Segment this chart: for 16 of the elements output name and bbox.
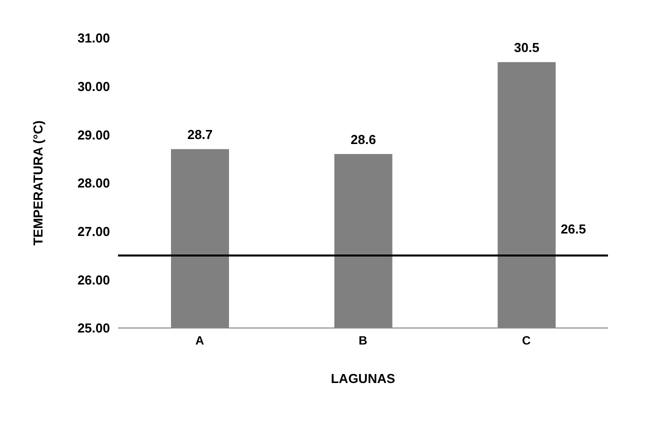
y-tick-label: 25.00 [77,320,110,336]
data-label: 28.7 [187,127,213,142]
y-tick-label: 28.00 [77,176,110,191]
y-tick-label: 29.00 [77,127,110,142]
y-axis-title: TEMPERATURA (°C) [30,120,46,246]
data-label: 30.5 [514,40,540,56]
data-label: 28.6 [350,132,376,147]
x-tick-label: A [195,334,204,348]
x-axis-title: LAGUNAS [330,371,396,386]
y-tick-label: 26.00 [77,272,110,288]
ref-line-label: 26.5 [560,222,586,236]
y-tick-label: 27.00 [77,224,110,239]
x-tick-label: B [358,334,368,348]
y-tick-label: 30.00 [77,78,110,94]
y-tick-label: 31.00 [77,30,110,46]
x-tick-label: C [522,334,531,348]
